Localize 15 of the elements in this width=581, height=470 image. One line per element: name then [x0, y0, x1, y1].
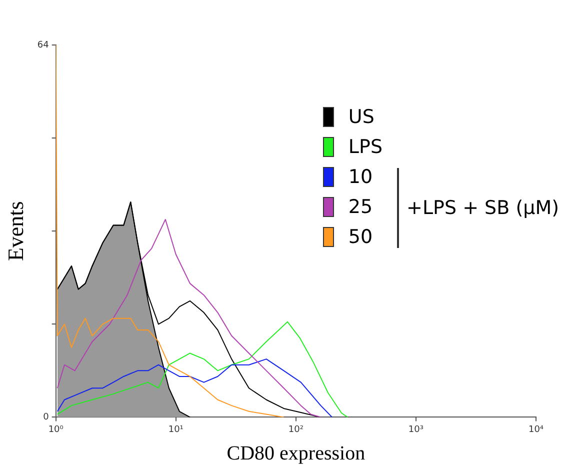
y-tick-label: 64 [37, 40, 50, 50]
x-tick-label: 10⁴ [528, 424, 544, 435]
legend-label: LPS [348, 136, 383, 158]
x-tick-label: 10³ [408, 424, 424, 435]
y-tick-label: 0 [43, 412, 50, 423]
legend-label: 50 [348, 226, 373, 248]
legend-label: 25 [348, 196, 373, 218]
x-axis-title: CD80 expression [226, 442, 366, 464]
legend-label: 10 [348, 166, 373, 188]
legend-label: US [348, 106, 374, 128]
annotation: +LPS + SB (μM) [406, 197, 559, 219]
x-tick-label: 10⁰ [48, 424, 64, 435]
y-axis-title: Events [2, 201, 28, 262]
x-tick-label: 10² [288, 424, 304, 435]
x-tick-label: 10¹ [168, 424, 184, 435]
